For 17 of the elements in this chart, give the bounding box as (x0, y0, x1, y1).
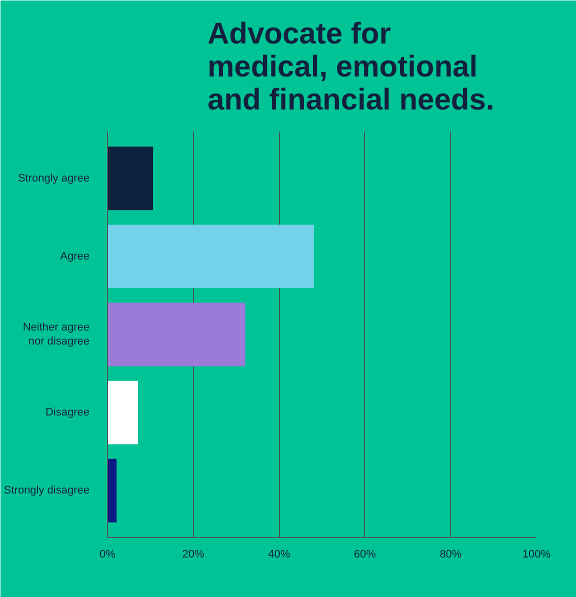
y-tick-label: Neither agree nor disagree (22, 321, 90, 348)
x-tick-label: 80% (440, 548, 462, 560)
y-tick-label: Strongly agree (18, 172, 90, 184)
bar (108, 224, 314, 288)
y-tick-label: Disagree (45, 406, 90, 419)
y-tick-label: Agree (60, 250, 90, 262)
bar (108, 146, 154, 210)
bar (108, 458, 117, 522)
chart-title: Advocate for medical, emotional and financial needs. (208, 18, 494, 116)
y-tick-label: Strongly disagree (4, 484, 90, 497)
bar (108, 380, 138, 444)
x-tick-label: 100% (522, 548, 551, 560)
x-tick-label: 0% (100, 548, 116, 560)
bar (108, 302, 246, 366)
x-tick-label: 40% (268, 548, 290, 560)
x-tick-label: 60% (354, 548, 376, 560)
x-tick-label: 20% (182, 548, 205, 560)
